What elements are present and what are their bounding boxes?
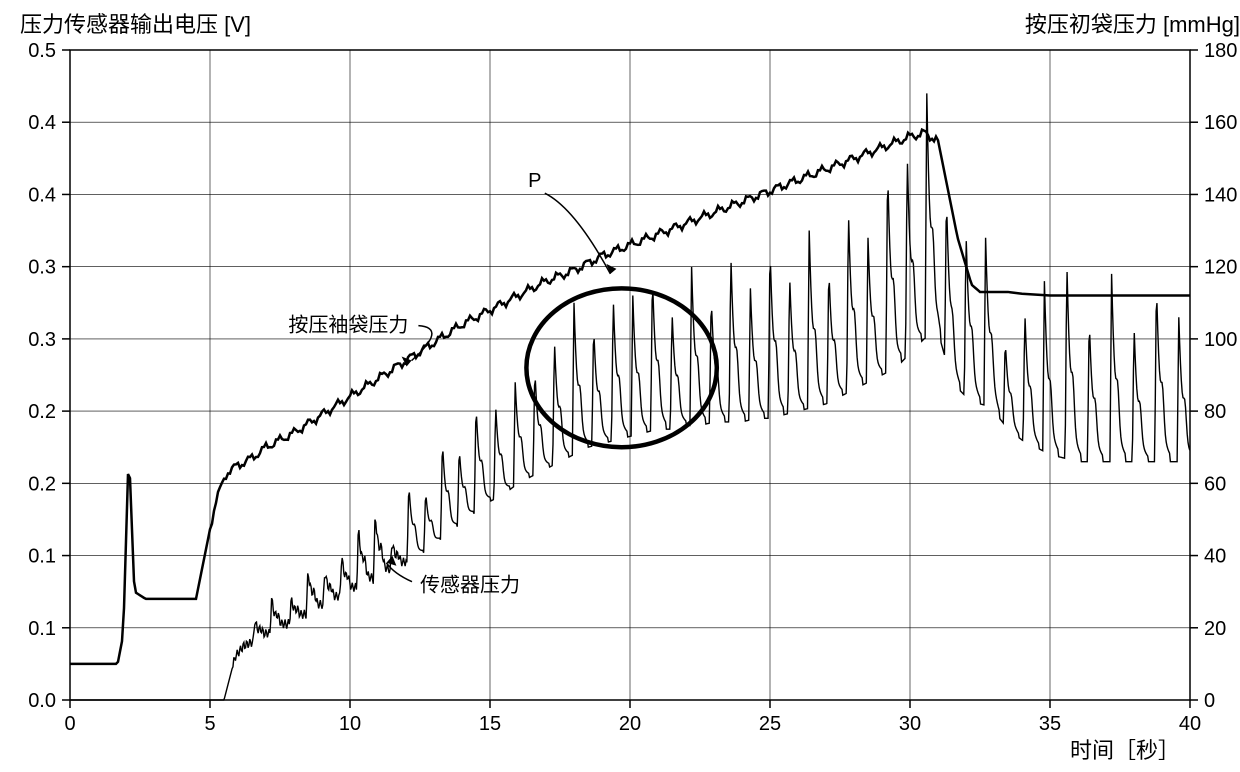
x-tick-label: 35 [1039, 713, 1061, 735]
yl-tick-label: 0.5 [28, 40, 56, 62]
annotation-p-label: P [528, 170, 541, 192]
x-axis-label: 时间［秒］ [1070, 738, 1180, 763]
yr-tick-label: 0 [1204, 690, 1215, 712]
chart-container: 0 5 10 15 20 25 30 35 40 0.0 0.1 0.1 0.2 0.2 0.3 0.3 0.4… [0, 0, 1240, 772]
yl-tick-label: 0.2 [28, 473, 56, 495]
yr-tick-label: 60 [1204, 473, 1226, 495]
yl-tick-label: 0.1 [28, 546, 56, 568]
yr-tick-label: 120 [1204, 257, 1237, 279]
yl-tick-label: 0.4 [28, 112, 56, 134]
x-tick-label: 30 [899, 713, 921, 735]
annotation-cuff-label: 按压袖袋压力 [288, 314, 408, 337]
yl-tick-label: 0.0 [28, 690, 56, 712]
yl-tick-label: 0.1 [28, 618, 56, 640]
x-tick-label: 5 [204, 713, 215, 735]
chart-svg: 0 5 10 15 20 25 30 35 40 0.0 0.1 0.1 0.2 0.2 0.3 0.3 0.4… [0, 0, 1240, 772]
yr-tick-label: 80 [1204, 401, 1226, 423]
yr-tick-label: 100 [1204, 329, 1237, 351]
x-tick-label: 0 [64, 713, 75, 735]
x-tick-label: 25 [759, 713, 781, 735]
x-tick-label: 20 [619, 713, 641, 735]
x-tick-label: 40 [1179, 713, 1201, 735]
title-left: 压力传感器输出电压 [V] [20, 12, 251, 37]
yl-tick-label: 0.2 [28, 401, 56, 423]
yl-tick-label: 0.3 [28, 257, 56, 279]
yr-tick-label: 160 [1204, 112, 1237, 134]
yr-tick-label: 140 [1204, 184, 1237, 206]
x-tick-label: 15 [479, 713, 501, 735]
annotation-sensor-label: 传感器压力 [420, 574, 520, 597]
yr-tick-label: 40 [1204, 546, 1226, 568]
title-right: 按压初袋压力 [mmHg] [1025, 12, 1240, 37]
yl-tick-label: 0.4 [28, 184, 56, 206]
yl-tick-label: 0.3 [28, 329, 56, 351]
yr-tick-label: 180 [1204, 40, 1237, 62]
yr-tick-label: 20 [1204, 618, 1226, 640]
x-tick-label: 10 [339, 713, 361, 735]
